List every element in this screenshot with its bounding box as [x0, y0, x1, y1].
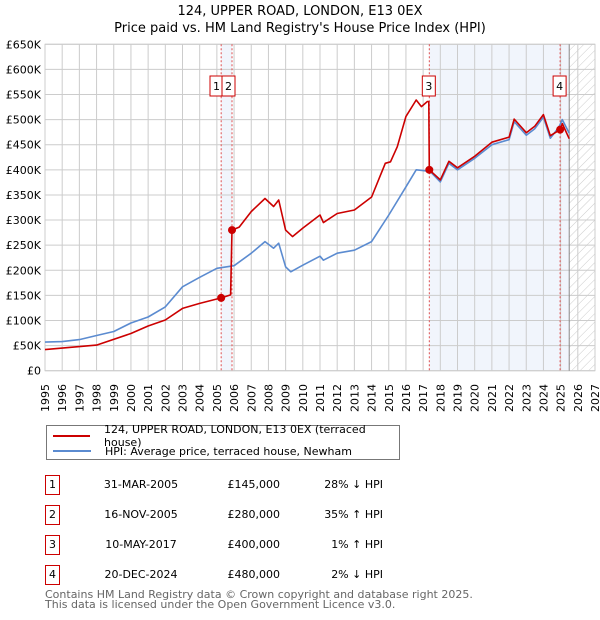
x-tick-label: 2008 — [262, 384, 275, 412]
sale-number-badge: 4 — [45, 565, 60, 585]
sale-label-box — [221, 75, 236, 97]
sale-date: 10-MAY-2017 — [105, 538, 177, 551]
y-tick-label: £450K — [6, 139, 42, 152]
sale-price: £400,000 — [227, 538, 281, 551]
sale-label-number: 2 — [225, 80, 232, 93]
sale-label-box — [552, 75, 567, 97]
x-tick-label: 2022 — [503, 384, 516, 412]
hpi-difference: 1% ↑ HPI — [331, 538, 383, 551]
y-tick-label: £300K — [6, 214, 42, 227]
x-tick-label: 2025 — [555, 384, 568, 412]
sale-point — [556, 125, 565, 134]
sale-price: £145,000 — [227, 478, 281, 491]
property-price-line — [44, 99, 570, 351]
price-chart: 1995 1996 1997 1998 1999 2000 2001 2002 2003 2004… — [6, 38, 600, 412]
sale-label-box — [421, 75, 436, 97]
x-tick-label: 2015 — [383, 384, 396, 412]
legend-item-property: 124, UPPER ROAD, LONDON, E13 0EX (terrac… — [53, 423, 399, 449]
x-tick-label: 2016 — [400, 384, 413, 412]
footer-copyright: Contains HM Land Registry data © Crown c… — [45, 588, 473, 601]
x-tick-label: 1999 — [108, 384, 121, 412]
highlight-range — [221, 44, 232, 371]
sale-date: 20-DEC-2024 — [104, 568, 178, 581]
x-tick-label: 2019 — [452, 384, 465, 412]
table-row: 1 31-MAR-2005 £145,000 28% ↓ HPI — [45, 475, 385, 495]
x-tick-label: 2004 — [194, 384, 207, 412]
y-tick-label: £100K — [6, 314, 42, 327]
sale-number-badge: 1 — [45, 475, 60, 495]
x-tick-label: 2002 — [159, 384, 172, 412]
x-tick-label: 2017 — [417, 384, 430, 412]
x-tick-label: 2011 — [314, 384, 327, 412]
legend-label: 124, UPPER ROAD, LONDON, E13 0EX (terrac… — [104, 423, 366, 449]
x-tick-label: 1996 — [56, 384, 69, 412]
legend-label: HPI: Average price, terraced house, Newh… — [105, 444, 352, 458]
x-tick-label: 2005 — [211, 384, 224, 412]
chart-subtitle: Price paid vs. HM Land Registry's House … — [114, 21, 486, 36]
hpi-difference: 35% ↑ HPI — [324, 508, 383, 521]
sale-label-number: 3 — [425, 80, 432, 93]
y-tick-label: £500K — [6, 114, 42, 127]
table-row: 2 16-NOV-2005 £280,000 35% ↑ HPI — [45, 505, 385, 525]
sale-date: 16-NOV-2005 — [104, 508, 178, 521]
y-tick-label: £50K — [13, 340, 42, 353]
x-tick-label: 2027 — [589, 384, 600, 412]
x-tick-label: 1997 — [73, 384, 86, 412]
sale-price: £480,000 — [227, 568, 281, 581]
x-tick-label: 1998 — [91, 384, 104, 412]
forecast-hatch — [569, 44, 595, 371]
legend: 124, UPPER ROAD, LONDON, E13 0EX (terrac… — [46, 423, 400, 460]
legend-swatch-blue — [53, 450, 91, 452]
legend-item-hpi: HPI: Average price, terraced house, Newh… — [53, 444, 352, 458]
y-tick-label: £200K — [6, 264, 42, 277]
x-tick-label: 2000 — [125, 384, 138, 412]
x-tick-label: 2007 — [245, 384, 258, 412]
sale-label-number: 4 — [556, 80, 563, 93]
sale-date: 31-MAR-2005 — [103, 478, 179, 491]
sale-price: £280,000 — [227, 508, 281, 521]
x-tick-label: 2018 — [434, 384, 447, 412]
x-tick-label: 2024 — [537, 384, 550, 412]
sale-point — [425, 165, 434, 174]
x-tick-label: 2023 — [520, 384, 533, 412]
x-tick-label: 2003 — [177, 384, 190, 412]
y-tick-label: £0 — [27, 365, 41, 378]
y-tick-label: £150K — [6, 289, 42, 302]
x-tick-label: 2013 — [348, 384, 361, 412]
chart-title: 124, UPPER ROAD, LONDON, E13 0EX — [177, 4, 423, 19]
x-tick-label: 2010 — [297, 384, 310, 412]
x-tick-label: 2021 — [486, 384, 499, 412]
sale-point — [217, 293, 226, 302]
hpi-difference: 2% ↓ HPI — [331, 568, 383, 581]
y-tick-label: £600K — [6, 63, 42, 76]
y-tick-label: £550K — [6, 89, 42, 102]
y-tick-label: £350K — [6, 189, 42, 202]
table-row: 4 20-DEC-2024 £480,000 2% ↓ HPI — [45, 565, 385, 585]
x-tick-label: 2026 — [572, 384, 585, 412]
sale-number-badge: 2 — [45, 505, 60, 525]
y-tick-label: £650K — [6, 38, 42, 51]
x-tick-label: 2006 — [228, 384, 241, 412]
x-tick-label: 2012 — [331, 384, 344, 412]
x-tick-label: 2014 — [366, 384, 379, 412]
plot-border — [44, 43, 596, 372]
hpi-line — [44, 116, 570, 343]
x-tick-label: 1995 — [39, 384, 52, 412]
x-tick-label: 2020 — [469, 384, 482, 412]
y-tick-label: £250K — [6, 239, 42, 252]
sale-label-number: 1 — [213, 80, 220, 93]
y-tick-label: £400K — [6, 164, 42, 177]
sale-point — [228, 226, 236, 235]
sale-number-badge: 3 — [45, 535, 60, 555]
x-tick-label: 2001 — [142, 384, 155, 412]
x-tick-label: 2009 — [280, 384, 293, 412]
highlight-range — [429, 44, 570, 371]
hpi-difference: 28% ↓ HPI — [324, 478, 383, 491]
table-row: 3 10-MAY-2017 £400,000 1% ↑ HPI — [45, 535, 385, 555]
legend-swatch-red — [53, 435, 91, 437]
footer-licence: This data is licensed under the Open Gov… — [45, 598, 396, 611]
